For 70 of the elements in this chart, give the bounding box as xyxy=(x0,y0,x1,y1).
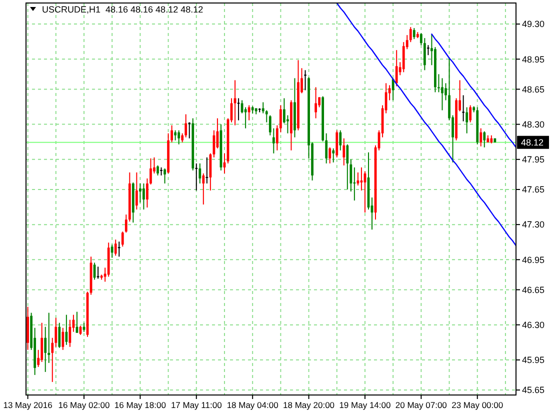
candlestick xyxy=(466,106,468,134)
candlestick xyxy=(62,327,64,350)
candlestick xyxy=(178,130,180,145)
y-tick-label: 47.95 xyxy=(522,154,545,165)
candlestick xyxy=(58,322,61,348)
candlestick xyxy=(339,130,342,151)
candlestick xyxy=(314,86,317,119)
candlestick xyxy=(392,78,394,101)
candlestick xyxy=(395,50,398,87)
candlestick xyxy=(423,38,426,71)
candlestick xyxy=(44,326,47,372)
candlestick xyxy=(336,130,338,158)
chart-title: USCRUDE,H1 48.16 48.16 48.12 48.12 xyxy=(42,4,204,14)
y-tick-label: 48.95 xyxy=(522,54,545,64)
x-tick-label: 19 May 14:00 xyxy=(339,400,391,410)
candlestick xyxy=(244,106,247,129)
candlestick xyxy=(342,138,346,166)
x-tick-label: 16 May 18:00 xyxy=(114,400,166,410)
candlestick xyxy=(332,148,335,163)
candlestick xyxy=(188,122,191,139)
candlestick xyxy=(174,130,177,141)
candlestick xyxy=(202,172,205,206)
candlestick xyxy=(265,110,268,123)
candlestick xyxy=(142,182,145,210)
candlestick xyxy=(304,70,306,91)
candlestick xyxy=(65,314,68,346)
candlestick xyxy=(234,80,236,126)
candlestick xyxy=(427,44,430,56)
x-tick-label: 16 May 02:00 xyxy=(58,400,110,410)
y-tick-label: 46.65 xyxy=(522,284,545,295)
candlestick xyxy=(135,172,138,210)
y-tick-label: 48.30 xyxy=(522,119,545,130)
candlestick xyxy=(114,239,117,256)
y-tick-label: 48.65 xyxy=(522,84,545,94)
candlestick xyxy=(195,162,198,191)
x-tick-label: 17 May 11:00 xyxy=(170,400,222,410)
candlestick xyxy=(409,26,412,43)
x-tick-label: 13 May 2016 xyxy=(3,400,53,410)
x-tick-label: 20 May 07:00 xyxy=(395,400,448,410)
y-tick-label: 47.65 xyxy=(522,184,545,195)
candlestick xyxy=(110,244,114,258)
line-series xyxy=(336,3,516,246)
candlestick xyxy=(121,231,124,248)
y-tick-label: 45.95 xyxy=(522,355,545,366)
candlestick xyxy=(118,241,120,258)
candlestick xyxy=(209,152,212,191)
candlestick xyxy=(198,162,202,184)
candlestick xyxy=(164,168,166,184)
x-tick-label: 18 May 20:00 xyxy=(283,400,335,410)
y-tick-label: 47.30 xyxy=(522,220,545,230)
candlestick xyxy=(480,128,482,147)
candlestick xyxy=(328,146,332,164)
candlestick xyxy=(469,104,472,123)
y-tick-label: 49.30 xyxy=(522,19,545,30)
ref-line-label: 48.12 xyxy=(521,138,544,148)
candlestick xyxy=(441,78,444,111)
candlestick xyxy=(346,144,349,190)
y-tick-label: 46.95 xyxy=(522,254,545,265)
y-tick-label: 46.30 xyxy=(522,320,545,330)
x-tick-label: 18 May 04:00 xyxy=(226,400,279,410)
candlestick xyxy=(462,94,465,122)
candlestick xyxy=(353,166,356,202)
candlestick xyxy=(412,28,416,40)
x-tick-label: 23 May 00:00 xyxy=(452,400,504,410)
candlestick xyxy=(248,104,250,121)
y-tick-label: 45.65 xyxy=(522,385,545,396)
candlestick xyxy=(138,182,142,204)
candlestick xyxy=(483,130,486,148)
candlestick xyxy=(156,164,159,176)
candlestick xyxy=(206,156,208,184)
